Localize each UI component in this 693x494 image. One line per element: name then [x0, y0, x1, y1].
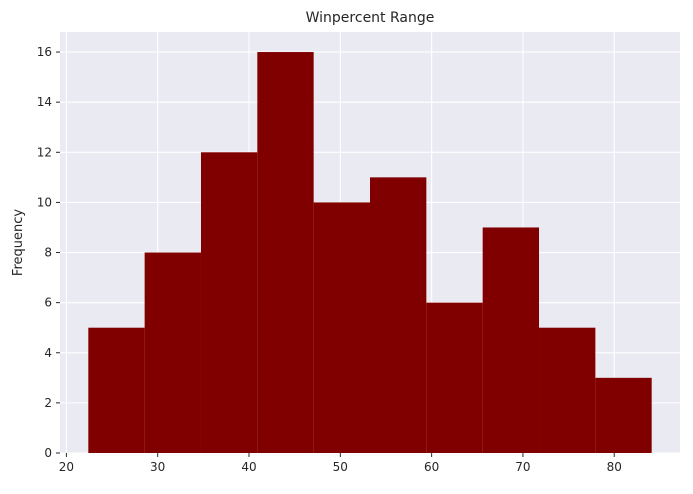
y-axis-title: Frequency	[11, 209, 26, 276]
histogram-bar	[426, 302, 483, 453]
histogram-bars	[88, 52, 652, 454]
y-axis-ticks: 0 2 4 6 8 10 12 14 16	[37, 45, 60, 460]
y-tick-label: 8	[44, 246, 52, 260]
histogram-bar	[595, 377, 652, 453]
x-tick-label: 50	[333, 460, 348, 474]
histogram-bar	[370, 177, 427, 453]
y-tick-label: 14	[37, 95, 52, 109]
histogram-bar	[144, 252, 201, 453]
x-tick-label: 70	[515, 460, 530, 474]
x-tick-label: 40	[241, 460, 256, 474]
y-tick-label: 2	[44, 396, 52, 410]
x-tick-label: 30	[150, 460, 165, 474]
x-tick-label: 60	[424, 460, 439, 474]
histogram-bar	[313, 202, 370, 453]
x-tick-label: 80	[607, 460, 622, 474]
chart-title: Winpercent Range	[306, 10, 435, 26]
histogram-bar	[482, 227, 540, 453]
histogram-bar	[200, 152, 258, 454]
histogram-bar	[88, 327, 145, 453]
x-axis-ticks: 20 30 40 50 60 70 80	[59, 453, 622, 474]
y-tick-label: 10	[37, 195, 52, 209]
y-tick-label: 4	[44, 346, 52, 360]
y-tick-label: 16	[37, 45, 52, 59]
histogram-bar	[257, 52, 314, 454]
y-tick-label: 12	[37, 145, 52, 159]
y-tick-label: 0	[44, 446, 52, 460]
y-tick-label: 6	[44, 296, 52, 310]
histogram-bar	[539, 327, 596, 453]
x-tick-label: 20	[59, 460, 74, 474]
